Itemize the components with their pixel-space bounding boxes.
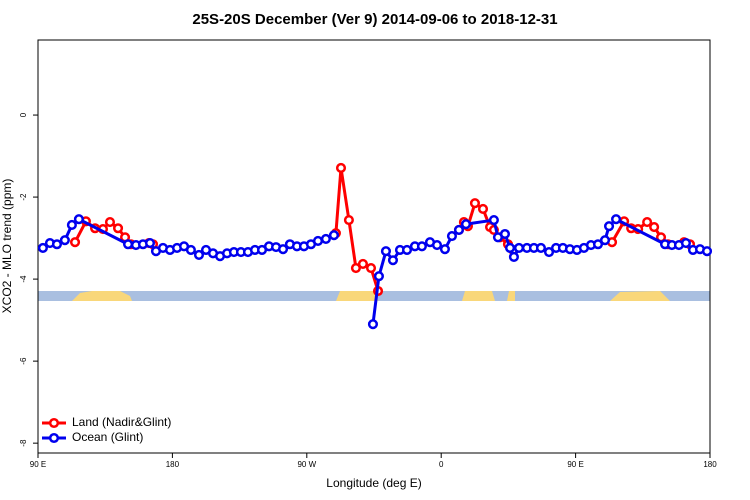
data-point [320, 233, 331, 244]
data-point [488, 214, 499, 226]
y-tick-label: -2 [19, 193, 28, 201]
y-tick-label: 0 [19, 112, 28, 117]
data-point [453, 224, 465, 235]
data-point [599, 235, 611, 246]
x-axis-label: Longitude (deg E) [326, 476, 421, 490]
series-line [42, 217, 708, 325]
data-point [513, 242, 525, 253]
data-point [312, 235, 324, 247]
data-point [73, 214, 84, 225]
data-point [357, 258, 368, 269]
data-point [350, 262, 361, 274]
data-point [543, 246, 555, 258]
land-patch [336, 291, 378, 301]
x-tick-label: 0 [439, 460, 444, 469]
series-line [73, 166, 691, 292]
x-tick-label: 90 W [297, 460, 316, 469]
data-point [431, 240, 443, 251]
data-point [499, 228, 511, 240]
data-point [477, 203, 489, 215]
data-point [439, 244, 450, 255]
y-tick-label: -6 [19, 357, 28, 365]
data-point [611, 214, 622, 225]
data-point [365, 262, 377, 274]
data-point [446, 230, 458, 242]
data-point [416, 241, 427, 252]
data-point [701, 246, 713, 257]
data-point [66, 219, 77, 231]
data-point [592, 239, 604, 250]
data-point [51, 239, 63, 250]
x-tick-label: 180 [166, 460, 180, 469]
data-point [185, 244, 196, 256]
data-point [508, 251, 519, 263]
data-point [335, 162, 347, 174]
data-point [328, 230, 340, 241]
data-point [37, 242, 48, 253]
data-point [401, 244, 413, 256]
data-point [278, 244, 289, 255]
x-tick-label: 180 [703, 460, 717, 469]
legend-marker [48, 432, 60, 444]
data-point [104, 217, 116, 228]
land-patch [507, 291, 515, 301]
data-point [604, 221, 615, 232]
data-point [380, 246, 391, 257]
data-point [504, 242, 516, 253]
data-point [144, 237, 156, 249]
data-point [373, 271, 384, 282]
data-point [343, 214, 354, 226]
land-patch [610, 291, 670, 301]
data-point [69, 237, 81, 248]
legend-marker [48, 417, 60, 429]
data-point [59, 235, 70, 246]
legend-label: Land (Nadir&Glint) [72, 415, 171, 429]
data-point [649, 221, 660, 233]
data-point [469, 198, 480, 209]
data-point [367, 319, 379, 330]
y-tick-label: -4 [19, 275, 28, 283]
y-axis-label: XCO2 - MLO trend (ppm) [0, 179, 14, 314]
data-point [122, 239, 134, 250]
data-point [112, 223, 124, 234]
legend-label: Ocean (Glint) [72, 430, 143, 444]
land-patch [462, 291, 495, 301]
data-point [642, 217, 653, 228]
x-tick-label: 90 E [567, 460, 583, 469]
data-point [460, 219, 472, 230]
data-point [387, 255, 399, 266]
land-patch [72, 291, 132, 301]
data-point [193, 249, 205, 260]
plot-frame [37, 39, 711, 454]
data-point [535, 242, 547, 253]
y-tick-label: -8 [19, 439, 28, 447]
data-point [680, 237, 692, 249]
chart-title: 25S-20S December (Ver 9) 2014-09-06 to 2… [192, 11, 557, 28]
x-tick-label: 90 E [30, 460, 46, 469]
land-patches [72, 291, 670, 301]
